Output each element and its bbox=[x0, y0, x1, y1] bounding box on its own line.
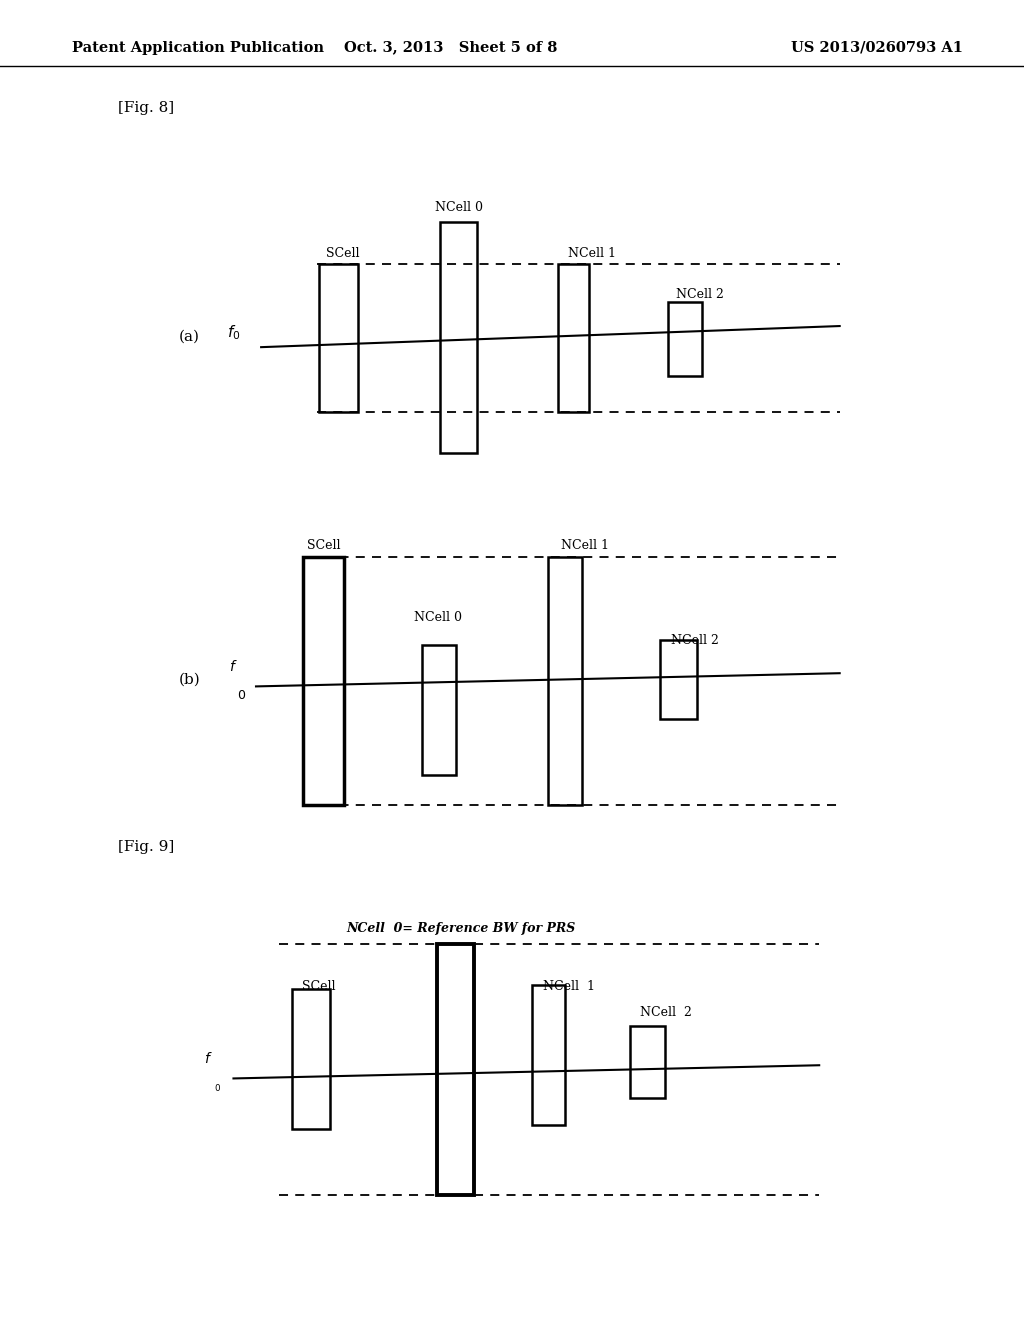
Text: Patent Application Publication: Patent Application Publication bbox=[72, 41, 324, 54]
Bar bbox=[558, 264, 589, 412]
Bar bbox=[303, 557, 344, 805]
Text: US 2013/0260793 A1: US 2013/0260793 A1 bbox=[791, 41, 963, 54]
Text: NCell 2: NCell 2 bbox=[676, 288, 724, 301]
Text: [Fig. 8]: [Fig. 8] bbox=[118, 102, 174, 115]
Text: NCell 0: NCell 0 bbox=[415, 611, 462, 624]
Text: $0$: $0$ bbox=[237, 689, 246, 702]
Text: NCell 1: NCell 1 bbox=[568, 247, 616, 260]
Bar bbox=[292, 989, 330, 1129]
Text: (b): (b) bbox=[179, 673, 201, 686]
Text: $\it{f}$: $\it{f}$ bbox=[205, 1051, 213, 1067]
Bar bbox=[319, 264, 358, 412]
Text: NCell 2: NCell 2 bbox=[671, 634, 719, 647]
Text: NCell 0: NCell 0 bbox=[435, 201, 482, 214]
Text: NCell  0= Reference BW for PRS: NCell 0= Reference BW for PRS bbox=[346, 921, 575, 935]
Bar bbox=[440, 222, 477, 453]
Text: $\it{f}_0$: $\it{f}_0$ bbox=[227, 323, 241, 342]
Bar bbox=[668, 302, 702, 376]
Bar bbox=[630, 1026, 665, 1098]
Text: [Fig. 9]: [Fig. 9] bbox=[118, 841, 174, 854]
Text: SCell: SCell bbox=[307, 539, 341, 552]
Text: $\it{f}$: $\it{f}$ bbox=[229, 659, 238, 675]
Text: $_0$: $_0$ bbox=[214, 1081, 221, 1094]
Bar bbox=[437, 944, 474, 1195]
Text: NCell  1: NCell 1 bbox=[543, 979, 595, 993]
Bar bbox=[660, 640, 697, 719]
Text: NCell  2: NCell 2 bbox=[640, 1006, 692, 1019]
Text: (a): (a) bbox=[179, 330, 201, 343]
Text: NCell 1: NCell 1 bbox=[561, 539, 609, 552]
Text: SCell: SCell bbox=[302, 979, 336, 993]
Bar bbox=[548, 557, 582, 805]
Text: Oct. 3, 2013   Sheet 5 of 8: Oct. 3, 2013 Sheet 5 of 8 bbox=[344, 41, 557, 54]
Bar bbox=[422, 645, 456, 775]
Text: SCell: SCell bbox=[326, 247, 359, 260]
Bar bbox=[532, 985, 565, 1125]
